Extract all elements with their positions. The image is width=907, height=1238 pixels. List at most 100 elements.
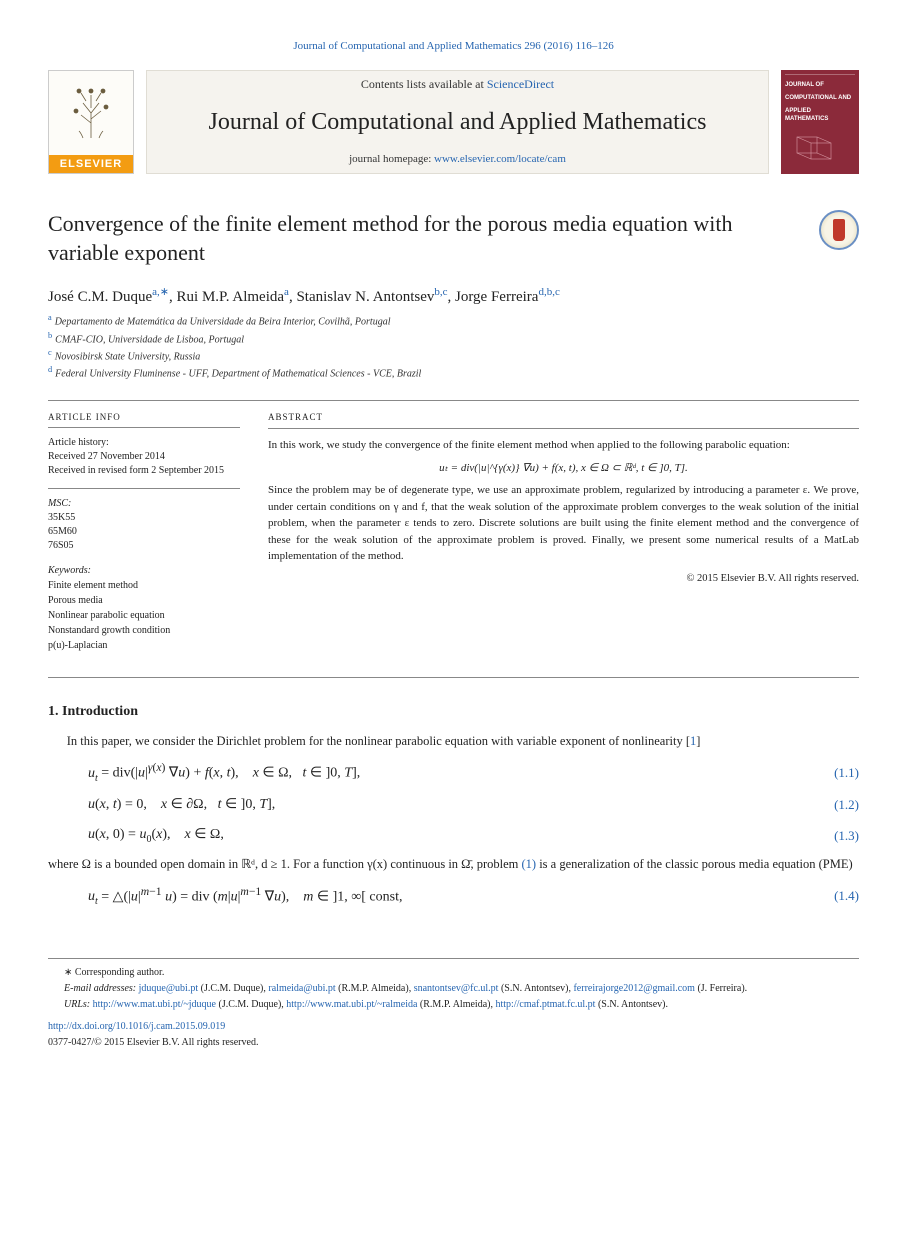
author-3-name: Stanislav N. Antontsev	[296, 289, 434, 305]
equation-1-4-num: (1.4)	[827, 886, 859, 906]
author-4-sup[interactable]: d,b,c	[538, 286, 559, 298]
body-p1: In this paper, we consider the Dirichlet…	[48, 732, 859, 751]
rule-bottom	[48, 677, 859, 678]
keywords-block: Keywords: Finite element method Porous m…	[48, 563, 240, 653]
cover-label-line1: JOURNAL OF	[785, 82, 855, 89]
article-info-heading: ARTICLE INFO	[48, 411, 240, 424]
article-history: Article history: Received 27 November 20…	[48, 436, 240, 478]
equation-1-2: u(x, t) = 0, x ∈ ∂Ω, t ∈ ]0, T],	[48, 794, 827, 816]
keyword-4: Nonstandard growth condition	[48, 623, 240, 638]
msc-label: MSC:	[48, 497, 240, 511]
abstract: ABSTRACT In this work, we study the conv…	[268, 411, 859, 664]
email-2-who: (R.M.P. Almeida)	[338, 983, 409, 994]
msc-2: 65M60	[48, 525, 240, 539]
banner-contents-prefix: Contents lists available at	[361, 77, 487, 91]
urls-line: URLs: http://www.mat.ubi.pt/~jduque (J.C…	[64, 997, 859, 1013]
issn-copyright: 0377-0427/© 2015 Elsevier B.V. All right…	[48, 1037, 258, 1048]
equation-1-4: ut = △(|u|m−1 u) = div (m|u|m−1 ∇u), m ∈…	[48, 883, 827, 910]
affiliation-d: dFederal University Fluminense - UFF, De…	[48, 364, 859, 381]
paper-title-text: Convergence of the finite element method…	[48, 211, 732, 265]
aff-d-text: Federal University Fluminense - UFF, Dep…	[55, 369, 421, 380]
journal-banner: Contents lists available at ScienceDirec…	[146, 70, 769, 174]
paper-title: Convergence of the finite element method…	[48, 210, 859, 267]
affiliation-b: bCMAF-CIO, Universidade de Lisboa, Portu…	[48, 330, 859, 347]
authors-line: José C.M. Duquea,∗, Rui M.P. Almeidaa, S…	[48, 285, 859, 306]
elsevier-wordmark: ELSEVIER	[49, 155, 133, 173]
msc-1: 35K55	[48, 511, 240, 525]
msc-3: 76S05	[48, 539, 240, 553]
equation-1-2-row: u(x, t) = 0, x ∈ ∂Ω, t ∈ ]0, T], (1.2)	[48, 794, 859, 816]
url-2-who: (R.M.P. Almeida)	[420, 999, 491, 1010]
url-2[interactable]: http://www.mat.ubi.pt/~ralmeida	[286, 999, 417, 1010]
history-revised: Received in revised form 2 September 201…	[48, 464, 240, 478]
info-abstract-row: ARTICLE INFO Article history: Received 2…	[48, 401, 859, 678]
emails-line: E-mail addresses: jduque@ubi.pt (J.C.M. …	[64, 981, 859, 997]
doi-line: http://dx.doi.org/10.1016/j.cam.2015.09.…	[48, 1019, 859, 1051]
email-2[interactable]: ralmeida@ubi.pt	[268, 983, 335, 994]
info-rule-2	[48, 488, 240, 489]
body-p2-suffix: is a generalization of the classic porou…	[536, 857, 853, 871]
author-3-sup[interactable]: b,c	[434, 286, 447, 298]
aff-a-text: Departamento de Matemática da Universida…	[55, 317, 391, 328]
equation-1-3-row: u(x, 0) = u0(x), x ∈ Ω, (1.3)	[48, 824, 859, 847]
aff-b-sup: b	[48, 331, 52, 340]
banner-contents-line: Contents lists available at ScienceDirec…	[159, 77, 756, 92]
abstract-equation: uₜ = div(|u|^{γ(x)} ∇u) + f(x, t), x ∈ Ω…	[268, 460, 859, 477]
section-1-title: Introduction	[62, 704, 138, 719]
abstract-heading: ABSTRACT	[268, 411, 859, 425]
author-2-name: Rui M.P. Almeida	[177, 289, 285, 305]
eq-ref-1-link[interactable]: (1)	[522, 857, 537, 871]
section-1-heading: 1. Introduction	[48, 704, 859, 720]
equation-1-3-num: (1.3)	[827, 826, 859, 846]
banner-journal-title: Journal of Computational and Applied Mat…	[159, 108, 756, 137]
history-received: Received 27 November 2014	[48, 450, 240, 464]
keyword-2: Porous media	[48, 593, 240, 608]
email-3[interactable]: snantontsev@fc.ul.pt	[414, 983, 499, 994]
affiliations: aDepartamento de Matemática da Universid…	[48, 312, 859, 381]
cover-label-line2: COMPUTATIONAL AND	[785, 95, 855, 102]
equation-1-1-row: ut = div(|u|γ(x) ∇u) + f(x, t), x ∈ Ω, t…	[48, 759, 859, 786]
email-1[interactable]: jduque@ubi.pt	[139, 983, 198, 994]
journal-homepage-link[interactable]: www.elsevier.com/locate/cam	[434, 153, 566, 165]
author-1-sup[interactable]: a,∗	[152, 286, 169, 298]
body-p1-suffix: ]	[696, 734, 700, 748]
info-rule-1	[48, 427, 240, 428]
keywords-label: Keywords:	[48, 563, 240, 578]
email-4[interactable]: ferreirajorge2012@gmail.com	[573, 983, 694, 994]
equation-1-1: ut = div(|u|γ(x) ∇u) + f(x, t), x ∈ Ω, t…	[48, 759, 827, 786]
journal-cover-thumbnail: JOURNAL OF COMPUTATIONAL AND APPLIED MAT…	[781, 70, 859, 174]
aff-c-sup: c	[48, 348, 52, 357]
aff-d-sup: d	[48, 365, 52, 374]
doi-link[interactable]: http://dx.doi.org/10.1016/j.cam.2015.09.…	[48, 1021, 225, 1032]
emails-label: E-mail addresses:	[64, 983, 136, 994]
url-3[interactable]: http://cmaf.ptmat.fc.ul.pt	[495, 999, 595, 1010]
footnotes: ∗ Corresponding author. E-mail addresses…	[48, 958, 859, 1051]
corresponding-author: ∗ Corresponding author.	[64, 965, 859, 981]
msc-block: MSC: 35K55 65M60 76S05	[48, 497, 240, 553]
abstract-p2: Since the problem may be of degenerate t…	[268, 482, 859, 565]
email-4-who: (J. Ferreira)	[697, 983, 744, 994]
equation-1-3: u(x, 0) = u0(x), x ∈ Ω,	[48, 824, 827, 847]
journal-citation: Journal of Computational and Applied Mat…	[48, 40, 859, 52]
cover-label-line3: APPLIED MATHEMATICS	[785, 108, 855, 122]
keyword-1: Finite element method	[48, 578, 240, 593]
author-4: Jorge Ferreirad,b,c	[455, 289, 560, 305]
elsevier-tree-icon	[49, 71, 133, 155]
body-p2: where Ω is a bounded open domain in ℝᵈ, …	[48, 855, 859, 874]
equation-1-1-num: (1.1)	[827, 763, 859, 783]
author-1-name: José C.M. Duque	[48, 289, 152, 305]
header-block: ELSEVIER Contents lists available at Sci…	[48, 70, 859, 174]
author-2-sup[interactable]: a	[284, 286, 289, 298]
banner-homepage-prefix: journal homepage:	[349, 153, 434, 165]
abstract-copyright: © 2015 Elsevier B.V. All rights reserved…	[268, 571, 859, 587]
aff-a-sup: a	[48, 313, 52, 322]
elsevier-logo[interactable]: ELSEVIER	[48, 70, 134, 174]
keyword-3: Nonlinear parabolic equation	[48, 608, 240, 623]
urls-label: URLs:	[64, 999, 90, 1010]
sciencedirect-link[interactable]: ScienceDirect	[487, 77, 554, 91]
url-1[interactable]: http://www.mat.ubi.pt/~jduque	[93, 999, 216, 1010]
abstract-rule	[268, 428, 859, 429]
crossmark-icon[interactable]	[819, 210, 859, 250]
author-2: Rui M.P. Almeidaa	[177, 289, 289, 305]
history-label: Article history:	[48, 436, 240, 450]
